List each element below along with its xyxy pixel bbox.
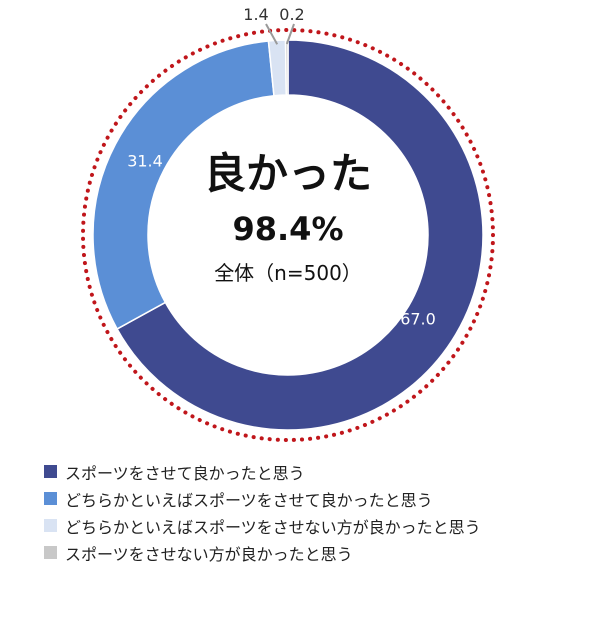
leader-line-2 [265, 23, 279, 45]
legend-label: スポーツをさせない方が良かったと思う [65, 544, 353, 564]
leader-lines-group [265, 23, 295, 45]
data-label-2: 1.4 [243, 5, 268, 24]
legend-swatch [44, 465, 57, 478]
legend-swatch [44, 546, 57, 559]
center-value: 98.4% [232, 210, 343, 248]
legend-swatch [44, 519, 57, 532]
legend-label: どちらかといえばスポーツをさせて良かったと思う [65, 490, 433, 510]
legend-item-0: スポーツをさせて良かったと思う [44, 458, 481, 485]
legend-label: スポーツをさせて良かったと思う [65, 463, 305, 483]
legend-swatch [44, 492, 57, 505]
legend-item-3: スポーツをさせない方が良かったと思う [44, 539, 481, 566]
leader-line-3 [285, 23, 295, 45]
slice-1 [92, 40, 275, 330]
highlight-ring-group [81, 28, 495, 442]
center-title: 良かった [204, 149, 372, 198]
legend-label: どちらかといえばスポーツをさせない方が良かったと思う [65, 517, 481, 537]
slice-3 [284, 39, 289, 96]
data-labels-group: 67.0 31.4 1.4 0.2 [127, 5, 436, 329]
data-label-3: 0.2 [279, 5, 304, 24]
legend-item-2: どちらかといえばスポーツをさせない方が良かったと思う [44, 512, 481, 539]
donut-chart: 67.0 31.4 1.4 0.2 良かった 98.4% 全体（n=500） [81, 5, 495, 442]
data-label-1: 31.4 [127, 152, 163, 171]
slices-group [92, 39, 484, 431]
highlight-ring [81, 28, 495, 442]
center-subtitle: 全体（n=500） [214, 261, 362, 285]
slice-0 [116, 39, 484, 431]
data-label-0: 67.0 [400, 310, 436, 329]
legend-item-1: どちらかといえばスポーツをさせて良かったと思う [44, 485, 481, 512]
legend: スポーツをさせて良かったと思うどちらかといえばスポーツをさせて良かったと思うどち… [44, 458, 481, 566]
